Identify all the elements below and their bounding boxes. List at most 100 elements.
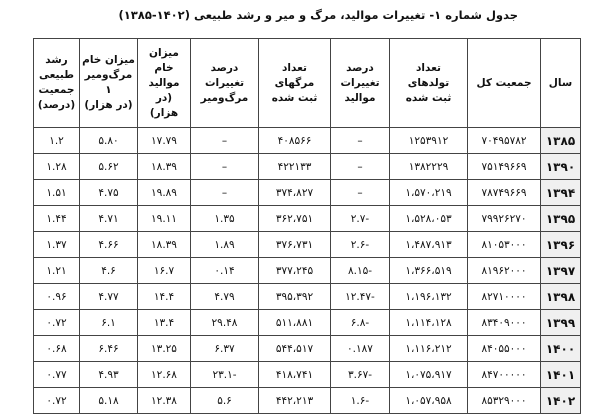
cell-death-change-percent: ۶.۳۷ [190,335,259,362]
cell-death-change-percent: ۰.۱۴ [190,257,259,284]
cell-crude-birth-rate: ۱۸.۳۹ [137,153,191,180]
cell-registered-births: ۱۳۸۲۲۲۹ [389,153,468,180]
cell-total-population: ۸۱۰۵۳۰۰۰ [467,231,541,258]
cell-registered-deaths: ۳۷۶،۷۳۱ [258,231,331,258]
cell-year: ۱۳۹۴ [540,179,581,206]
header-death-change-percent: درصد تغییرات مرگ‌ومیر [190,38,259,128]
cell-total-population: ۸۳۴۰۹۰۰۰ [467,309,541,336]
cell-year: ۱۳۸۵ [540,127,581,154]
cell-year: ۱۳۹۹ [540,309,581,336]
cell-birth-change-percent: -۳.۶۷ [330,361,390,388]
cell-death-change-percent: ۲۹.۴۸ [190,309,259,336]
cell-crude-birth-rate: ۱۸.۳۹ [137,231,191,258]
cell-registered-deaths: ۳۹۵،۳۹۲ [258,283,331,310]
cell-crude-death-rate: ۴.۹۳ [79,361,138,388]
cell-death-change-percent: ۴.۷۹ [190,283,259,310]
cell-birth-change-percent: -۶.۸ [330,309,390,336]
header-row: سال جمعیت کل تعداد تولدهای ثبت شده درصد … [33,38,581,128]
header-total-population: جمعیت کل [467,38,541,128]
table-row: ۱۳۹۹ ۸۳۴۰۹۰۰۰ ۱،۱۱۴،۱۲۸ -۶.۸ ۵۱۱،۸۸۱ ۲۹.۴۸ ۱۳.… [33,309,581,336]
cell-year: ۱۳۹۷ [540,257,581,284]
header-crude-birth-rate: میزان خام موالید (در هزار) [137,38,191,128]
cell-natural-growth: ۰.۹۶ [33,283,80,310]
cell-crude-death-rate: ۶.۱ [79,309,138,336]
table-row: ۱۳۹۵ ۷۹۹۲۶۲۷۰ ۱،۵۲۸،۰۵۳ -۲.۷ ۳۶۲،۷۵۱ ۱.۳۵ ۱۹.۱… [33,205,581,232]
cell-crude-birth-rate: ۱۳.۴ [137,309,191,336]
table-row: ۱۳۹۷ ۸۱۹۶۲۰۰۰ ۱،۳۶۶،۵۱۹ -۸.۱۵ ۳۷۷،۲۴۵ ۰.۱۴ ۱۶.… [33,257,581,284]
cell-registered-births: ۱،۵۲۸،۰۵۳ [389,205,468,232]
table-row: ۱۴۰۲ ۸۵۳۲۹۰۰۰ ۱،۰۵۷،۹۵۸ -۱.۶ ۴۴۲،۲۱۳ ۵.۶ ۱۲.۳۸… [33,387,581,414]
cell-year: ۱۳۹۵ [540,205,581,232]
table-row: ۱۳۹۸ ۸۲۷۱۰۰۰۰ ۱،۱۹۶،۱۳۲ -۱۲.۴۷ ۳۹۵،۳۹۲ ۴.۷۹ ۱۴… [33,283,581,310]
cell-total-population: ۸۱۹۶۲۰۰۰ [467,257,541,284]
table-row: ۱۳۹۰ ۷۵۱۴۹۶۶۹ ۱۳۸۲۲۲۹–۴۲۲۱۳۳–۱۸.۳۹ ۵.۶۲ ۱.۲۸ [33,153,581,180]
cell-birth-change-percent: -۲.۷ [330,205,390,232]
cell-crude-birth-rate: ۱۳.۲۵ [137,335,191,362]
cell-natural-growth: ۱.۴۴ [33,205,80,232]
cell-year: ۱۳۹۰ [540,153,581,180]
cell-crude-death-rate: ۴.۶ [79,257,138,284]
header-natural-growth: رشد طبیعی جمعیت (درصد) [33,38,80,128]
cell-birth-change-percent: -۸.۱۵ [330,257,390,284]
cell-registered-births: ۱،۰۵۷،۹۵۸ [389,387,468,414]
cell-natural-growth: ۱.۲۸ [33,153,80,180]
cell-registered-deaths: ۵۱۱،۸۸۱ [258,309,331,336]
table-caption: جدول شماره ۱- تغییرات موالید، مرگ و میر … [118,8,519,22]
cell-crude-death-rate: ۵.۱۸ [79,387,138,414]
cell-registered-deaths: ۳۶۲،۷۵۱ [258,205,331,232]
cell-year: ۱۴۰۰ [540,335,581,362]
cell-total-population: ۷۵۱۴۹۶۶۹ [467,153,541,180]
cell-year: ۱۴۰۲ [540,387,581,414]
cell-birth-change-percent: -۲.۶ [330,231,390,258]
cell-death-change-percent: ۱.۸۹ [190,231,259,258]
cell-registered-deaths: ۴۲۲۱۳۳ [258,153,331,180]
table-row: ۱۳۹۶ ۸۱۰۵۳۰۰۰ ۱،۴۸۷،۹۱۳ -۲.۶ ۳۷۶،۷۳۱ ۱.۸۹ ۱۸.۳… [33,231,581,258]
cell-natural-growth: ۱.۳۷ [33,231,80,258]
cell-birth-change-percent: – [330,127,390,154]
cell-crude-death-rate: ۴.۷۷ [79,283,138,310]
cell-death-change-percent: – [190,153,259,180]
cell-death-change-percent: ۱.۳۵ [190,205,259,232]
cell-registered-births: ۱،۵۷۰،۲۱۹ [389,179,468,206]
cell-crude-birth-rate: ۱۴.۴ [137,283,191,310]
cell-natural-growth: ۰.۶۸ [33,335,80,362]
cell-total-population: ۷۸۷۴۹۶۶۹ [467,179,541,206]
cell-birth-change-percent: -۱.۶ [330,387,390,414]
cell-natural-growth: ۰.۷۲ [33,309,80,336]
cell-registered-births: ۱،۱۹۶،۱۳۲ [389,283,468,310]
cell-registered-births: ۱۲۵۳۹۱۲ [389,127,468,154]
cell-birth-change-percent: ۰.۱۸۷ [330,335,390,362]
cell-crude-death-rate: ۴.۷۱ [79,205,138,232]
cell-registered-deaths: ۵۴۴،۵۱۷ [258,335,331,362]
cell-total-population: ۸۵۳۲۹۰۰۰ [467,387,541,414]
cell-total-population: ۸۴۷۰۰۰۰۰ [467,361,541,388]
cell-registered-births: ۱،۱۱۶،۲۱۲ [389,335,468,362]
cell-crude-birth-rate: ۱۷.۷۹ [137,127,191,154]
cell-total-population: ۸۲۷۱۰۰۰۰ [467,283,541,310]
cell-total-population: ۷۹۹۲۶۲۷۰ [467,205,541,232]
cell-registered-deaths: ۴۰۸۵۶۶ [258,127,331,154]
cell-registered-births: ۱،۰۷۵،۹۱۷ [389,361,468,388]
header-crude-death-rate: میزان خام مرگ‌ومیر ۱ (در هزار) [79,38,138,128]
cell-year: ۱۴۰۱ [540,361,581,388]
header-birth-change-percent: درصد تغییرات موالید [330,38,390,128]
cell-birth-change-percent: – [330,179,390,206]
header-registered-deaths: تعداد مرگهای ثبت شده [258,38,331,128]
cell-death-change-percent: ۵.۶ [190,387,259,414]
cell-crude-death-rate: ۴.۶۶ [79,231,138,258]
cell-registered-deaths: ۳۷۴،۸۲۷ [258,179,331,206]
cell-registered-births: ۱،۳۶۶،۵۱۹ [389,257,468,284]
cell-registered-births: ۱،۱۱۴،۱۲۸ [389,309,468,336]
cell-registered-deaths: ۴۴۲،۲۱۳ [258,387,331,414]
cell-year: ۱۳۹۶ [540,231,581,258]
cell-registered-deaths: ۳۷۷،۲۴۵ [258,257,331,284]
cell-registered-births: ۱،۴۸۷،۹۱۳ [389,231,468,258]
cell-year: ۱۳۹۸ [540,283,581,310]
cell-crude-death-rate: ۶.۴۶ [79,335,138,362]
cell-crude-birth-rate: ۱۹.۱۱ [137,205,191,232]
page: جدول شماره ۱- تغییرات موالید، مرگ و میر … [33,8,581,414]
cell-death-change-percent: -۲۳.۱ [190,361,259,388]
cell-natural-growth: ۰.۷۷ [33,361,80,388]
table-row: ۱۳۹۴ ۷۸۷۴۹۶۶۹ ۱،۵۷۰،۲۱۹–۳۷۴،۸۲۷–۱۹.۸۹ ۴.۷۵ ۱… [33,179,581,206]
header-registered-births: تعداد تولدهای ثبت شده [389,38,468,128]
